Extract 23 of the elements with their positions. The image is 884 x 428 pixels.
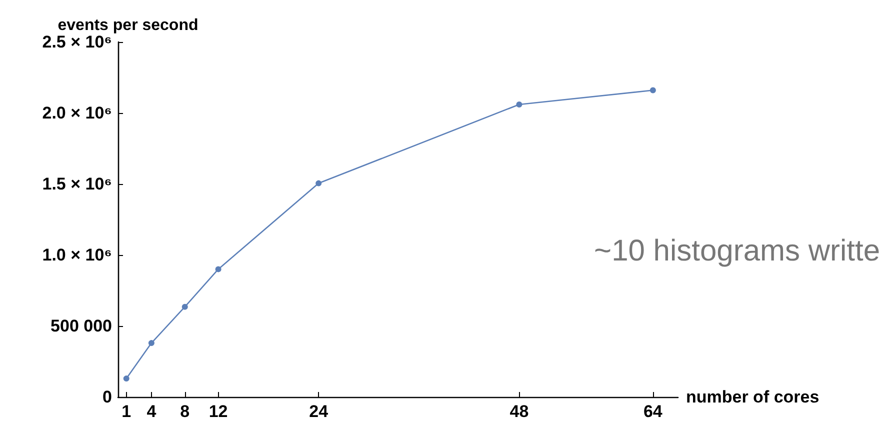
- y-tick-label: 2.5 × 10⁶: [42, 32, 112, 52]
- x-tick-label: 4: [146, 402, 157, 421]
- x-axis-title: number of cores: [686, 388, 820, 406]
- x-tick-label: 12: [208, 402, 228, 421]
- x-tick-label: 8: [180, 402, 190, 421]
- x-tick-label: 1: [122, 402, 132, 421]
- point: [650, 87, 656, 94]
- x-tick-label: 24: [309, 402, 329, 421]
- point: [516, 101, 522, 108]
- x-tick-label: 64: [643, 402, 663, 421]
- y-tick-label: 500 000: [50, 316, 112, 336]
- y-tick-label: 1.5 × 10⁶: [42, 174, 112, 194]
- x-tick-label: 48: [510, 402, 529, 421]
- point: [316, 180, 322, 186]
- y-tick-label: 1.0 × 10⁶: [42, 246, 112, 264]
- y-tick-label: 0: [102, 388, 112, 406]
- point: [215, 266, 222, 272]
- point: [123, 376, 130, 382]
- annotation: ~10 histograms writte: [594, 234, 880, 268]
- y-tick-label: 2.0 × 10⁶: [42, 104, 112, 122]
- point: [148, 340, 154, 346]
- point: [182, 304, 188, 310]
- y-axis-title: events per second: [58, 17, 198, 34]
